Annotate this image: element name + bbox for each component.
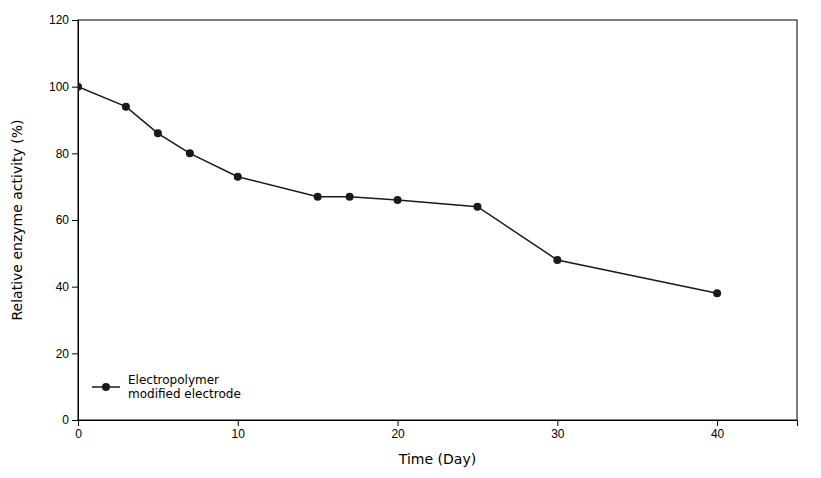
x-tick-label: 30 [551, 427, 565, 441]
y-tick: 0 [62, 413, 78, 427]
y-tick: 20 [56, 347, 78, 361]
x-tick-mark [238, 420, 239, 426]
y-tick-label: 60 [56, 213, 70, 227]
x-tick-mark [557, 420, 558, 426]
x-tick: 10 [232, 420, 246, 441]
y-tick-mark [72, 220, 78, 221]
x-tick-mark [717, 420, 718, 426]
y-tick-mark [72, 287, 78, 288]
y-axis: 0 20 40 60 80 100 120 [49, 13, 79, 427]
line [78, 87, 717, 294]
x-tick-label: 40 [711, 427, 725, 441]
y-axis-title: Relative enzyme activity (%) [9, 119, 25, 320]
point [394, 196, 402, 204]
y-tick: 80 [56, 147, 78, 161]
y-tick-mark [72, 87, 78, 88]
legend-label-line: modified electrode [128, 387, 241, 401]
point [78, 83, 82, 91]
point [154, 129, 162, 137]
x-tick-mark [398, 420, 399, 426]
y-tick-label: 0 [62, 413, 69, 427]
legend-label: Electropolymermodified electrode [128, 373, 241, 401]
point [553, 256, 561, 264]
x-tick: 0 [75, 420, 82, 441]
chart-container: 0 10 20 30 40 0 20 40 60 80 100 120 Electropolymermo… [0, 0, 821, 478]
point [186, 149, 194, 157]
y-tick-mark [72, 420, 78, 421]
point [473, 203, 481, 211]
point [346, 193, 354, 201]
y-tick-label: 40 [56, 280, 70, 294]
y-tick: 60 [56, 213, 78, 227]
y-tick: 40 [56, 280, 78, 294]
y-tick-mark [72, 353, 78, 354]
plot-area: 0 10 20 30 40 0 20 40 60 80 100 120 Electropolymermo… [49, 13, 798, 440]
legend-label-line: Electropolymer [128, 373, 219, 387]
x-axis: 0 10 20 30 40 [75, 420, 797, 441]
y-tick-label: 80 [56, 147, 70, 161]
y-tick-label: 100 [49, 80, 69, 94]
point [122, 103, 130, 111]
y-tick-label: 120 [49, 13, 69, 27]
point [234, 173, 242, 181]
y-tick: 100 [49, 80, 78, 94]
x-tick: 20 [391, 420, 405, 441]
x-tick-label: 10 [232, 427, 246, 441]
x-tick: 30 [551, 420, 565, 441]
x-axis-line [79, 421, 798, 427]
y-tick-mark [72, 153, 78, 154]
point [713, 289, 721, 297]
x-tick-label: 20 [391, 427, 405, 441]
y-tick-label: 20 [56, 347, 70, 361]
marks [78, 83, 721, 298]
x-axis-title: Time (Day) [398, 451, 476, 467]
legend-marker [102, 383, 110, 391]
chart-svg: 0 10 20 30 40 0 20 40 60 80 100 120 Electropolymermo… [0, 0, 821, 478]
plot-frame [78, 20, 797, 420]
legend: Electropolymermodified electrode [92, 373, 241, 401]
point [314, 193, 322, 201]
y-tick-mark [72, 20, 78, 21]
x-tick: 40 [711, 420, 725, 441]
x-tick-label: 0 [75, 427, 82, 441]
y-tick: 120 [49, 13, 78, 27]
